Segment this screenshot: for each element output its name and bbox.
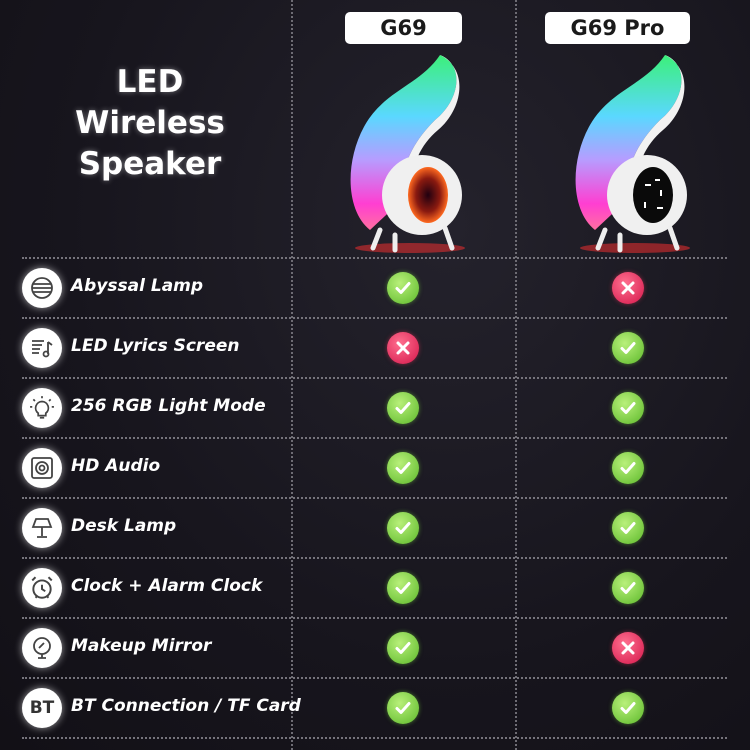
feature-label: BT Connection / TF Card: [71, 696, 301, 716]
g69-pro-check-icon: [612, 452, 644, 484]
row-divider: [22, 557, 727, 559]
feature-row: 256 RGB Light Mode: [0, 378, 750, 438]
column-divider: [291, 0, 293, 750]
alarm-clock-icon: [22, 568, 62, 608]
title-line: Speaker: [78, 146, 222, 182]
feature-label: Desk Lamp: [71, 516, 177, 536]
g69-check-icon: [387, 272, 419, 304]
g69-pro-check-icon: [612, 332, 644, 364]
light-bulb-icon: [22, 388, 62, 428]
g69-pro-cross-icon: [612, 272, 644, 304]
g69-check-icon: [387, 632, 419, 664]
feature-label: Makeup Mirror: [71, 636, 212, 656]
feature-row: LED Lyrics Screen: [0, 318, 750, 378]
mirror-icon: [22, 628, 62, 668]
g69-pro-cross-icon: [612, 632, 644, 664]
feature-row: HD Audio: [0, 438, 750, 498]
g69-check-icon: [387, 692, 419, 724]
music-lyrics-icon: [22, 328, 62, 368]
feature-label: Abyssal Lamp: [71, 276, 204, 296]
title-line: Wireless: [75, 105, 225, 141]
model-label-g69-pro: G69 Pro: [545, 12, 690, 44]
feature-row: Abyssal Lamp: [0, 258, 750, 318]
title-line: LED: [116, 64, 184, 100]
abyssal-lamp-icon: [22, 268, 62, 308]
speaker-image-g69: [350, 55, 465, 253]
g69-pro-check-icon: [612, 392, 644, 424]
desk-lamp-icon: [22, 508, 62, 548]
g69-pro-check-icon: [612, 512, 644, 544]
feature-label: 256 RGB Light Mode: [71, 396, 266, 416]
g69-check-icon: [387, 572, 419, 604]
feature-row: BT BT Connection / TF Card: [0, 678, 750, 738]
g69-pro-check-icon: [612, 572, 644, 604]
row-divider: [22, 317, 727, 319]
row-divider: [22, 377, 727, 379]
model-label-g69: G69: [345, 12, 462, 44]
g69-cross-icon: [387, 332, 419, 364]
feature-row: Desk Lamp: [0, 498, 750, 558]
g69-check-icon: [387, 452, 419, 484]
row-divider: [22, 677, 727, 679]
bt-icon: BT: [22, 688, 62, 728]
row-divider: [22, 497, 727, 499]
g69-check-icon: [387, 392, 419, 424]
page-title: LED Wireless Speaker: [50, 62, 250, 185]
feature-label: Clock + Alarm Clock: [71, 576, 263, 596]
g69-check-icon: [387, 512, 419, 544]
feature-label: HD Audio: [71, 456, 161, 476]
row-divider: [22, 437, 727, 439]
row-divider: [22, 257, 727, 259]
speaker-icon: [22, 448, 62, 488]
row-divider: [22, 617, 727, 619]
speaker-image-g69-pro: [575, 55, 690, 253]
column-divider: [515, 0, 517, 750]
row-divider: [22, 737, 727, 739]
feature-label: LED Lyrics Screen: [71, 336, 240, 356]
g69-pro-check-icon: [612, 692, 644, 724]
feature-row: Clock + Alarm Clock: [0, 558, 750, 618]
feature-row: Makeup Mirror: [0, 618, 750, 678]
